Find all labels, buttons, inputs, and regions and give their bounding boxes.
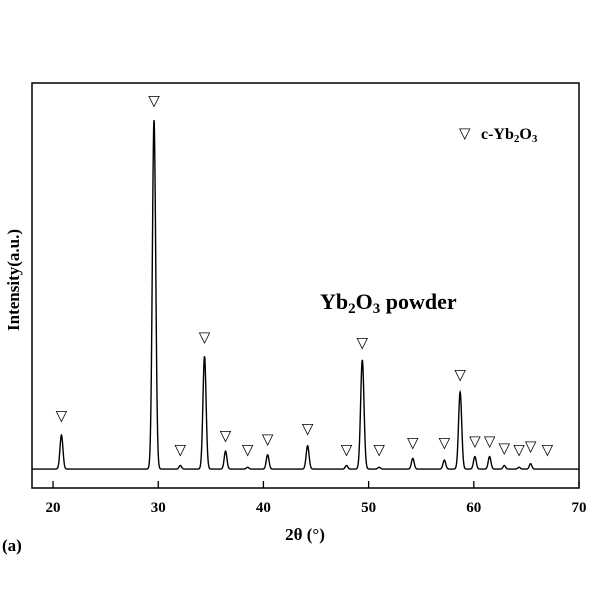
annotation-sub2: 3 <box>373 301 381 317</box>
peak-marker-icon: ▽ <box>407 436 419 452</box>
legend: ▽ c-Yb2O3 <box>459 126 538 145</box>
peak-marker-icon: ▽ <box>542 443 554 459</box>
x-tick-label: 30 <box>151 500 166 516</box>
legend-label-mid: O <box>519 126 531 143</box>
sample-annotation: Yb2O3 powder <box>320 289 457 317</box>
peak-marker-icon: ▽ <box>199 330 211 346</box>
x-tick-label: 70 <box>572 500 587 516</box>
peak-markers: ▽▽▽▽▽▽▽▽▽▽▽ ▽ ▽▽▽ ▽ ▽ ▽ ▽ ▽ <box>56 94 554 459</box>
x-axis-tick-labels: 20 30 40 50 60 70 <box>46 500 587 516</box>
peak-marker-icon: ▽ <box>499 441 511 457</box>
legend-label-sub2: 3 <box>532 133 538 145</box>
peak-marker-icon: ▽ <box>56 409 68 425</box>
y-axis-label: Intensity(a.u.) <box>4 229 23 331</box>
panel-label: (a) <box>2 536 22 555</box>
legend-label-main: c-Yb <box>481 126 514 143</box>
peak-marker-icon: ▽ <box>262 432 274 448</box>
peak-marker-icon: ▽ <box>175 443 187 459</box>
peak-marker-icon: ▽ <box>525 439 537 455</box>
x-axis-label: 2θ (°) <box>285 525 325 544</box>
legend-marker-icon: ▽ <box>459 126 471 142</box>
peak-marker-icon: ▽ <box>341 443 353 459</box>
peak-marker-icon: ▽ <box>242 443 254 459</box>
x-tick-label: 40 <box>256 500 271 516</box>
peak-marker-icon: ▽ <box>302 421 314 437</box>
annotation-main: Yb <box>320 289 348 314</box>
peak-marker-icon: ▽ <box>220 428 232 444</box>
x-tick-label: 60 <box>466 500 481 516</box>
annotation-sub1: 2 <box>348 301 356 317</box>
peak-marker-icon: ▽ <box>454 368 466 384</box>
legend-label: c-Yb2O3 <box>481 126 538 145</box>
peak-marker-icon: ▽ <box>484 434 496 450</box>
peak-marker-icon: ▽ <box>469 434 481 450</box>
annotation-tail: powder <box>380 289 457 314</box>
peak-marker-icon: ▽ <box>513 443 525 459</box>
xrd-pattern-line <box>32 119 579 470</box>
legend-label-sub1: 2 <box>514 133 520 145</box>
annotation-mid: O <box>356 289 373 314</box>
x-tick-label: 20 <box>46 500 61 516</box>
x-tick-label: 50 <box>361 500 376 516</box>
plot-frame <box>31 82 580 489</box>
peak-marker-icon: ▽ <box>373 443 385 459</box>
peak-marker-icon: ▽ <box>439 436 451 452</box>
peak-marker-icon: ▽ <box>357 335 369 351</box>
x-axis-ticks <box>52 481 580 488</box>
peak-marker-icon: ▽ <box>148 94 160 110</box>
